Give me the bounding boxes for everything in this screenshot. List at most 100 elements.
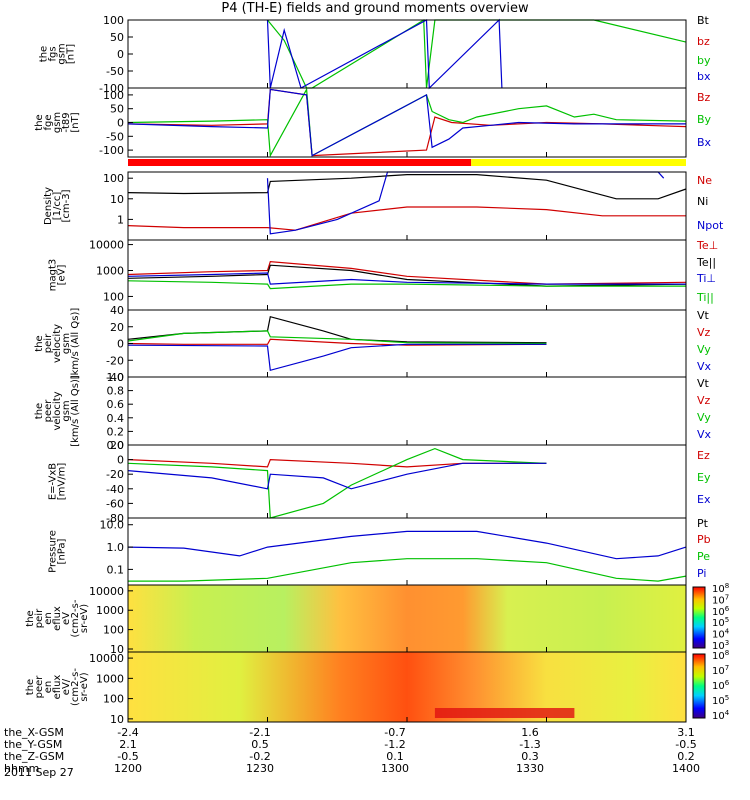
- y-tick-label: 50: [110, 31, 124, 44]
- y-tick-label: -100: [99, 82, 124, 95]
- y-tick-label: 0.1: [107, 563, 125, 576]
- series-Ex: [127, 462, 547, 490]
- ephemeris-value: 1230: [246, 762, 274, 775]
- spectrogram-hot-band: [434, 708, 575, 718]
- ephemeris-row-label: hhmm: [4, 762, 40, 775]
- y-tick-label: -40: [106, 483, 124, 496]
- y-tick-label: 100: [103, 624, 124, 637]
- panel-7: 20 0-20 -40-60 -80 E=-VxB[mV/m] Ez Ey Ex: [48, 439, 711, 525]
- y-axis-label: en: [43, 612, 54, 625]
- ephemeris-value: -1.2: [384, 738, 406, 751]
- y-axis-label: peer: [43, 399, 54, 423]
- legend-Vz: Vz: [697, 326, 711, 339]
- y-axis-label: fgs: [48, 46, 59, 61]
- y-tick-label: 20: [110, 439, 124, 452]
- series-Ne: [127, 206, 686, 231]
- y-axis-label: peir: [43, 333, 54, 353]
- colorbar: [692, 586, 706, 649]
- ephemeris-value: -0.2: [249, 750, 271, 763]
- y-axis-label: the: [34, 403, 45, 419]
- legend-Vy: Vy: [697, 343, 711, 356]
- ephemeris-value: 1330: [516, 762, 544, 775]
- y-tick-label: 10000: [89, 585, 124, 598]
- colorbar-label: 104: [712, 709, 730, 722]
- y-tick-label: 1.0: [107, 541, 125, 554]
- y-axis-label: gsm: [61, 400, 72, 421]
- ephemeris-value: -0.7: [384, 726, 406, 739]
- y-tick-label: -40: [106, 371, 124, 384]
- legend-Te⊥: Te⊥: [696, 239, 718, 252]
- y-tick-label: -60: [106, 497, 124, 510]
- mode-bar-segment: [128, 159, 472, 166]
- legend-Vt: Vt: [697, 377, 710, 390]
- y-axis-label: eV/: [61, 678, 72, 695]
- axes-frame: [127, 87, 687, 158]
- y-axis-label: -t89: [61, 112, 72, 132]
- y-axis-label: the: [25, 679, 36, 695]
- y-tick-label: 100: [103, 89, 124, 102]
- series-Pi: [127, 530, 687, 560]
- y-tick-label: 0: [117, 117, 124, 130]
- y-axis-label: eflux: [52, 606, 63, 631]
- y-tick-label: 1000: [96, 604, 124, 617]
- y-axis-label: sr-eV): [79, 604, 90, 633]
- ephemeris-value: -0.5: [675, 738, 697, 751]
- y-tick-label: 10.0: [100, 519, 125, 532]
- y-tick-label: 10: [110, 193, 124, 206]
- series-Bz: [127, 88, 687, 157]
- y-tick-label: 0: [117, 454, 124, 467]
- y-axis-label: peir: [34, 608, 45, 628]
- y-axis-label: [nPa]: [57, 538, 68, 564]
- series-By: [127, 87, 687, 158]
- y-tick-label: 20: [110, 321, 124, 334]
- legend-Te||: Te||: [696, 256, 716, 269]
- y-tick-label: 1.0: [107, 371, 125, 384]
- y-tick-label: -20: [106, 468, 124, 481]
- y-tick-label: 0: [117, 338, 124, 351]
- y-axis-label: velocity: [52, 324, 63, 363]
- panel-8: 10.0 1.0 0.1 Pressure[nPa] Pt Pb Pe Pi: [48, 517, 711, 586]
- series-Vz: [127, 338, 547, 346]
- legend-Pi: Pi: [697, 567, 706, 580]
- ephemeris-row-label: the_X-GSM: [4, 726, 64, 739]
- panel-6: 1.00.80.60.40.20.0 thepeervelocitygsm[km/…: [34, 371, 712, 452]
- legend-Ex: Ex: [697, 493, 711, 506]
- date-label: 2011 Sep 27: [4, 766, 74, 779]
- y-tick-label: 1: [117, 213, 124, 226]
- legend-by: by: [697, 54, 711, 67]
- colorbar: [692, 653, 706, 719]
- ephemeris-value: -0.5: [117, 750, 139, 763]
- series-Vy: [127, 330, 547, 345]
- ephemeris-value: -1.3: [519, 738, 541, 751]
- y-tick-label: 0: [117, 48, 124, 61]
- y-axis-label: the: [39, 46, 50, 62]
- legend-Vx: Vx: [697, 360, 712, 373]
- ephemeris-value: 0.3: [521, 750, 539, 763]
- series-Ey: [127, 447, 547, 519]
- y-axis-label: en: [43, 681, 54, 694]
- colorbar-label: 106: [712, 679, 730, 692]
- legend-bz: bz: [697, 35, 710, 48]
- legend-Ti||: Ti||: [696, 291, 714, 304]
- y-tick-label: 10000: [89, 652, 124, 665]
- y-tick-label: 10000: [89, 239, 124, 252]
- y-axis-label: gsm: [52, 112, 63, 133]
- series-by: [267, 18, 687, 89]
- y-axis-label: [eV]: [57, 265, 68, 286]
- axes-frame: [127, 309, 687, 378]
- y-axis-label: (cm2-s-: [70, 668, 81, 706]
- legend-Vx: Vx: [697, 428, 712, 441]
- ephemeris-value: 1300: [381, 762, 409, 775]
- legend-Ti⊥: Ti⊥: [696, 272, 716, 285]
- y-axis-label: [km/s (All Qs)]: [70, 375, 81, 447]
- legend-bx: bx: [697, 70, 711, 83]
- y-tick-label: 40: [110, 304, 124, 317]
- y-axis-label: [mV/m]: [57, 463, 68, 501]
- ephemeris-value: 1.6: [521, 726, 539, 739]
- panel-3: 100 10 1 Density[1/cc][cm-3] Ne Ni Npot: [43, 171, 724, 241]
- colorbar-label: 105: [712, 694, 729, 707]
- ephemeris-value: 0.2: [677, 750, 695, 763]
- y-tick-label: 100: [103, 290, 124, 303]
